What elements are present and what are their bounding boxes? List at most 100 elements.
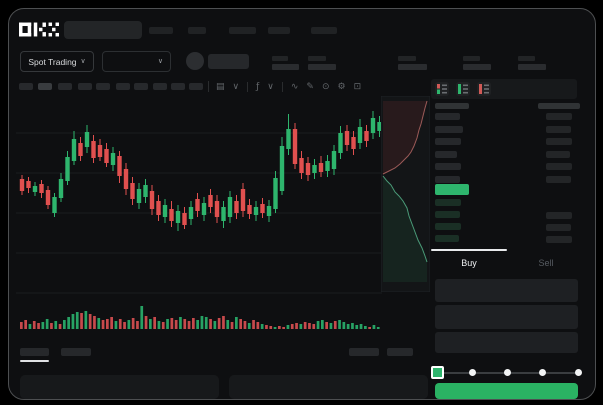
combined-book-icon[interactable]	[435, 82, 449, 96]
line-tool-icon[interactable]: ∿	[290, 81, 299, 92]
bottom-panel[interactable]	[20, 375, 219, 399]
timeframe-button[interactable]	[78, 83, 92, 90]
pair-name-placeholder	[208, 54, 249, 69]
bottom-action-placeholder[interactable]	[387, 348, 413, 356]
depth-chart[interactable]	[380, 95, 431, 293]
settings-icon[interactable]: ⚙	[337, 81, 346, 92]
chevron-down-icon[interactable]: ∨	[267, 81, 274, 92]
bid-amount-placeholder[interactable]	[546, 236, 572, 243]
ask-amount-placeholder[interactable]	[546, 125, 571, 133]
asks-only-icon[interactable]	[477, 82, 491, 96]
timeframe-button[interactable]	[189, 83, 203, 90]
search-input[interactable]	[64, 21, 142, 39]
order-form-input[interactable]	[435, 332, 578, 353]
toolbar-divider	[208, 81, 209, 92]
slider-stop-dot[interactable]	[504, 369, 511, 376]
orderbook-header-placeholder	[435, 103, 469, 109]
order-form-tabs: Buy Sell	[431, 249, 584, 275]
last-price-badge[interactable]	[435, 184, 469, 195]
fullscreen-icon[interactable]: ⊡	[353, 81, 362, 92]
timeframe-button[interactable]	[153, 83, 167, 90]
draw-tool-icon[interactable]: ✎	[306, 81, 314, 92]
bottom-active-tab-underline	[20, 360, 49, 362]
bids-only-icon[interactable]	[456, 82, 470, 96]
ticker-stat	[398, 56, 428, 71]
ask-amount-placeholder[interactable]	[546, 150, 570, 158]
bottom-tab-placeholder[interactable]	[20, 348, 49, 356]
chevron-down-icon: ∨	[157, 58, 163, 65]
slider-stop-dot[interactable]	[574, 369, 582, 376]
market-type-selector[interactable]: Spot Trading ∨	[20, 51, 94, 72]
bottom-action-placeholder[interactable]	[349, 348, 379, 356]
active-tab-indicator	[431, 249, 507, 251]
timeframe-button[interactable]	[171, 83, 185, 90]
timeframe-button[interactable]	[38, 83, 52, 90]
ask-price-placeholder[interactable]	[435, 138, 461, 145]
timeframe-button[interactable]	[19, 83, 33, 90]
order-form-input[interactable]	[435, 279, 578, 302]
bid-price-placeholder[interactable]	[435, 199, 461, 206]
screenshot-icon[interactable]: ⊙	[321, 81, 330, 92]
timeframe-button[interactable]	[96, 83, 110, 90]
orderbook-header-placeholder	[538, 103, 580, 109]
pair-selector-dropdown[interactable]: ∨	[102, 51, 171, 72]
okx-app-window: Spot Trading ∨ ∨ ▤ ∨ ƒ ∨ ∿ ✎ ⊙ ⚙ ⊡	[8, 8, 596, 400]
nav-item-placeholder[interactable]	[188, 27, 206, 34]
orderbook-toolbar	[431, 79, 577, 99]
toolbar-divider	[247, 81, 249, 92]
nav-item-placeholder[interactable]	[311, 27, 337, 34]
stat-value-placeholder	[518, 64, 546, 70]
stat-label-placeholder	[398, 56, 416, 61]
market-type-label: Spot Trading	[28, 56, 77, 67]
timeframe-button[interactable]	[116, 83, 130, 90]
stat-value-placeholder	[308, 64, 336, 70]
bid-price-placeholder[interactable]	[435, 211, 460, 218]
ticker-stat	[463, 56, 493, 71]
nav-item-placeholder[interactable]	[268, 27, 290, 34]
chart-type-icon[interactable]: ▤	[216, 81, 225, 92]
ticker-stat	[518, 56, 548, 71]
ask-price-placeholder[interactable]	[435, 163, 461, 170]
slider-stop-dot[interactable]	[539, 369, 547, 376]
bid-price-placeholder[interactable]	[435, 223, 461, 230]
toolbar-divider	[281, 81, 283, 92]
slider-handle[interactable]	[431, 366, 444, 379]
bottom-panel[interactable]	[229, 375, 428, 399]
bid-amount-placeholder[interactable]	[546, 212, 572, 219]
indicators-icon[interactable]: ƒ	[256, 81, 260, 92]
tab-sell[interactable]: Sell	[538, 258, 554, 268]
tab-buy[interactable]: Buy	[461, 258, 477, 268]
order-form-input[interactable]	[435, 305, 578, 329]
stat-value-placeholder	[463, 64, 491, 70]
stat-value-placeholder	[398, 64, 427, 70]
bid-price-placeholder[interactable]	[435, 235, 459, 242]
ticker-stat	[308, 56, 338, 71]
okx-logo[interactable]	[19, 22, 59, 37]
ask-price-placeholder[interactable]	[435, 150, 457, 158]
ask-amount-placeholder[interactable]	[546, 163, 572, 170]
buy-submit-button[interactable]	[435, 383, 578, 399]
chart-toolbar-icons: ▤ ∨ ƒ ∨ ∿ ✎ ⊙ ⚙ ⊡	[216, 79, 361, 94]
nav-item-placeholder[interactable]	[149, 27, 173, 34]
coin-icon	[186, 52, 204, 70]
nav-item-placeholder[interactable]	[229, 27, 256, 34]
ticker-stat	[272, 56, 302, 71]
stat-value-placeholder	[272, 64, 299, 70]
chevron-down-icon[interactable]: ∨	[232, 81, 240, 92]
slider-stop-dot[interactable]	[468, 369, 476, 376]
ask-price-placeholder[interactable]	[435, 125, 463, 133]
stat-label-placeholder	[518, 56, 535, 61]
ask-price-placeholder[interactable]	[435, 175, 460, 183]
ask-price-placeholder[interactable]	[435, 113, 460, 120]
bottom-tab-placeholder[interactable]	[61, 348, 91, 356]
stat-label-placeholder	[308, 56, 326, 61]
bid-amount-placeholder[interactable]	[546, 224, 571, 231]
timeframe-button[interactable]	[134, 83, 148, 90]
ask-amount-placeholder[interactable]	[546, 138, 572, 145]
ask-amount-placeholder[interactable]	[546, 113, 572, 120]
timeframe-button[interactable]	[58, 83, 72, 90]
ask-amount-placeholder[interactable]	[546, 175, 571, 183]
stat-label-placeholder	[463, 56, 480, 61]
candlestick-chart[interactable]	[16, 101, 382, 341]
